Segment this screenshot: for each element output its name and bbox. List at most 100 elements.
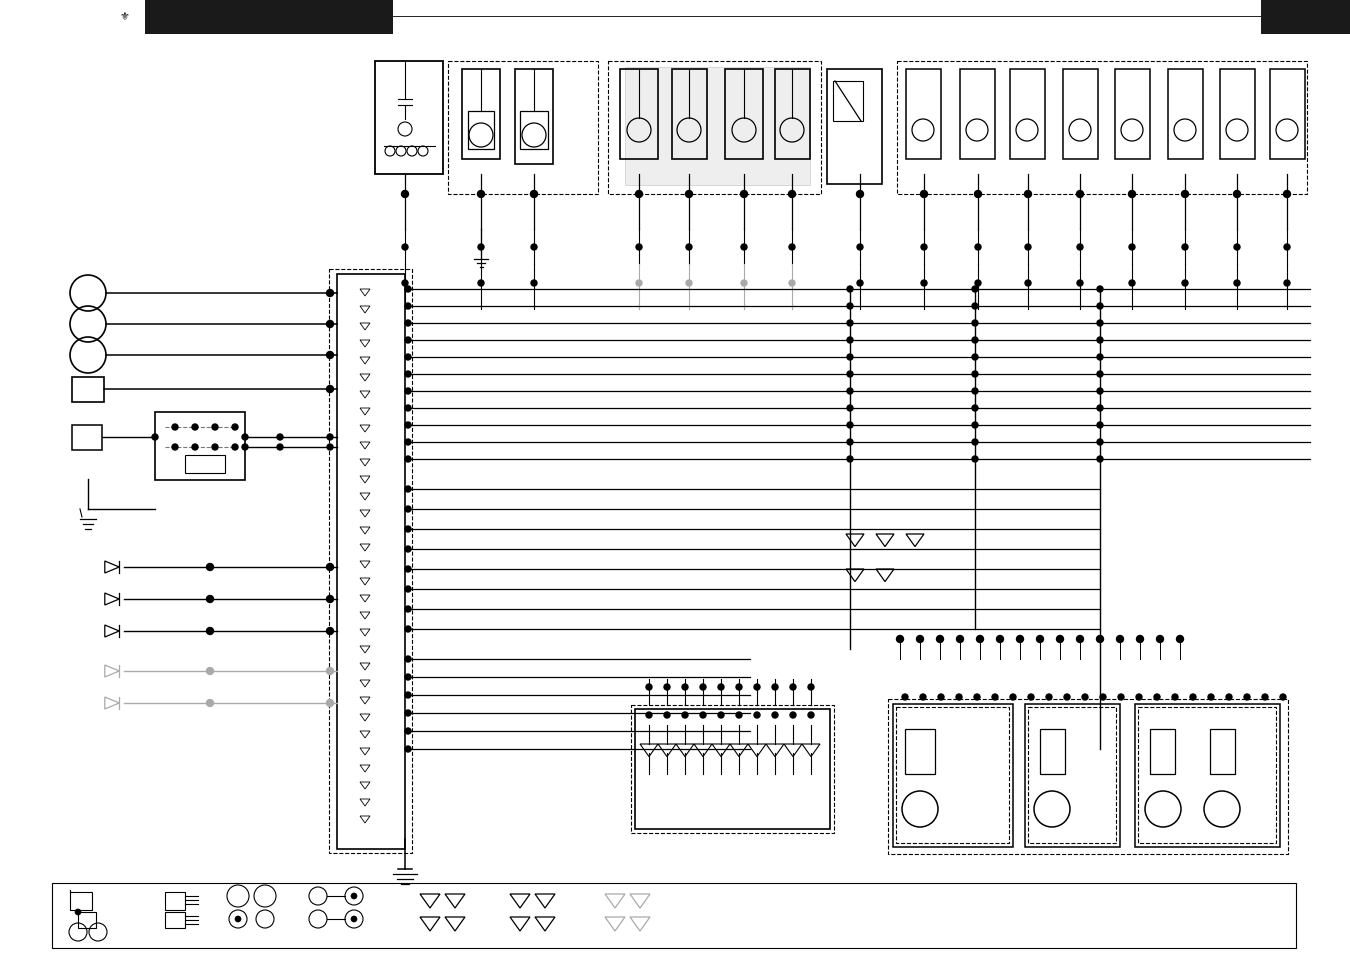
Circle shape [736, 712, 742, 719]
Bar [1270, 70, 1305, 160]
Circle shape [1064, 695, 1071, 700]
Circle shape [921, 281, 927, 287]
Circle shape [790, 684, 796, 690]
Bar [725, 70, 763, 160]
Circle shape [809, 684, 814, 690]
Circle shape [405, 692, 410, 699]
Circle shape [1010, 695, 1017, 700]
Circle shape [327, 321, 333, 328]
Circle shape [405, 566, 410, 573]
Circle shape [327, 352, 333, 359]
Circle shape [790, 712, 796, 719]
Circle shape [1077, 245, 1083, 251]
Circle shape [171, 424, 178, 431]
Circle shape [1284, 281, 1291, 287]
Bar [1138, 707, 1276, 843]
Bar [1040, 729, 1065, 774]
Circle shape [405, 506, 410, 513]
Circle shape [405, 372, 410, 377]
Circle shape [207, 628, 213, 635]
Circle shape [401, 192, 409, 198]
Circle shape [242, 435, 248, 440]
Bar [896, 707, 1008, 843]
Circle shape [1129, 281, 1135, 287]
Circle shape [1129, 192, 1135, 198]
Circle shape [207, 700, 213, 707]
Circle shape [636, 192, 643, 198]
Bar [896, 62, 1307, 194]
Circle shape [1100, 695, 1106, 700]
Circle shape [846, 304, 853, 310]
Bar [53, 883, 1296, 948]
Circle shape [973, 695, 980, 700]
Circle shape [1137, 636, 1143, 643]
Circle shape [1172, 695, 1179, 700]
Circle shape [1157, 636, 1164, 643]
Circle shape [242, 444, 248, 451]
Circle shape [682, 684, 688, 690]
Circle shape [232, 444, 238, 451]
Circle shape [788, 245, 795, 251]
Circle shape [972, 422, 977, 429]
Circle shape [1208, 695, 1214, 700]
Circle shape [846, 406, 853, 412]
Circle shape [1280, 695, 1287, 700]
Circle shape [207, 564, 213, 571]
Circle shape [921, 192, 927, 198]
Circle shape [701, 712, 706, 719]
Circle shape [405, 586, 410, 593]
Circle shape [1129, 245, 1135, 251]
Circle shape [1098, 372, 1103, 377]
Circle shape [956, 695, 963, 700]
Circle shape [1076, 192, 1084, 198]
Circle shape [972, 389, 977, 395]
Circle shape [1181, 192, 1188, 198]
Circle shape [718, 712, 724, 719]
Circle shape [405, 657, 410, 662]
Circle shape [478, 192, 485, 198]
Circle shape [1027, 695, 1034, 700]
Circle shape [1262, 695, 1268, 700]
Circle shape [1284, 245, 1291, 251]
Circle shape [405, 287, 410, 293]
Circle shape [277, 435, 284, 440]
Circle shape [235, 916, 242, 923]
Circle shape [1098, 422, 1103, 429]
Bar [70, 892, 92, 910]
Circle shape [992, 695, 998, 700]
Circle shape [1025, 245, 1031, 251]
Circle shape [1025, 281, 1031, 287]
Circle shape [972, 372, 977, 377]
Circle shape [1046, 695, 1052, 700]
Circle shape [957, 636, 964, 643]
Circle shape [405, 355, 410, 360]
Circle shape [846, 439, 853, 446]
Circle shape [1057, 636, 1064, 643]
Circle shape [171, 444, 178, 451]
Circle shape [647, 684, 652, 690]
Circle shape [896, 636, 903, 643]
Bar [1025, 704, 1120, 847]
Circle shape [741, 281, 747, 287]
Circle shape [1189, 695, 1196, 700]
Circle shape [846, 456, 853, 462]
Bar [1150, 729, 1174, 774]
Bar [888, 700, 1288, 854]
Circle shape [405, 456, 410, 462]
Bar [462, 70, 500, 160]
Circle shape [405, 304, 410, 310]
Circle shape [351, 893, 356, 899]
Circle shape [846, 372, 853, 377]
Circle shape [192, 444, 198, 451]
Circle shape [972, 439, 977, 446]
Bar [833, 82, 863, 122]
Circle shape [207, 668, 213, 675]
Bar [1210, 729, 1235, 774]
Circle shape [405, 406, 410, 412]
Bar [1168, 70, 1203, 160]
Circle shape [1226, 695, 1233, 700]
Circle shape [718, 684, 724, 690]
Circle shape [405, 422, 410, 429]
Circle shape [1098, 406, 1103, 412]
Bar [375, 62, 443, 174]
